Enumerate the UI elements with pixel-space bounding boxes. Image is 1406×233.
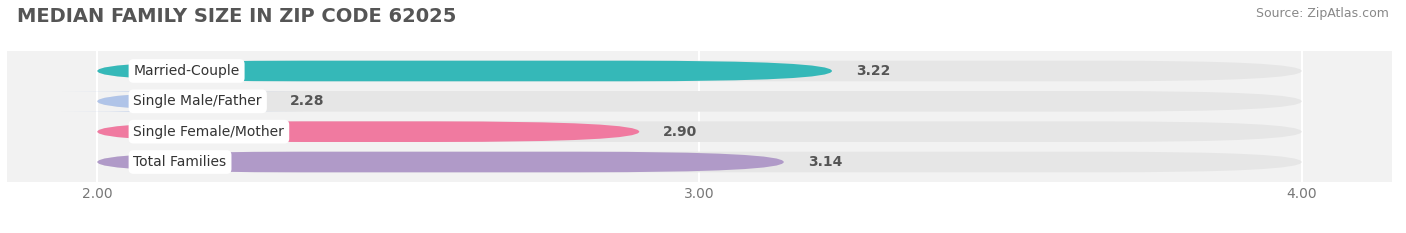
Text: MEDIAN FAMILY SIZE IN ZIP CODE 62025: MEDIAN FAMILY SIZE IN ZIP CODE 62025	[17, 7, 456, 26]
Text: Married-Couple: Married-Couple	[134, 64, 240, 78]
Text: Total Families: Total Families	[134, 155, 226, 169]
Text: Single Male/Father: Single Male/Father	[134, 94, 262, 108]
FancyBboxPatch shape	[97, 121, 640, 142]
Text: Source: ZipAtlas.com: Source: ZipAtlas.com	[1256, 7, 1389, 20]
FancyBboxPatch shape	[97, 91, 1302, 112]
Text: 3.14: 3.14	[808, 155, 842, 169]
Text: 3.22: 3.22	[856, 64, 890, 78]
FancyBboxPatch shape	[97, 61, 832, 81]
FancyBboxPatch shape	[97, 152, 1302, 172]
Text: 2.28: 2.28	[290, 94, 325, 108]
FancyBboxPatch shape	[97, 61, 1302, 81]
Text: 2.90: 2.90	[664, 125, 697, 139]
FancyBboxPatch shape	[97, 152, 783, 172]
FancyBboxPatch shape	[62, 91, 302, 112]
FancyBboxPatch shape	[97, 121, 1302, 142]
Text: Single Female/Mother: Single Female/Mother	[134, 125, 284, 139]
